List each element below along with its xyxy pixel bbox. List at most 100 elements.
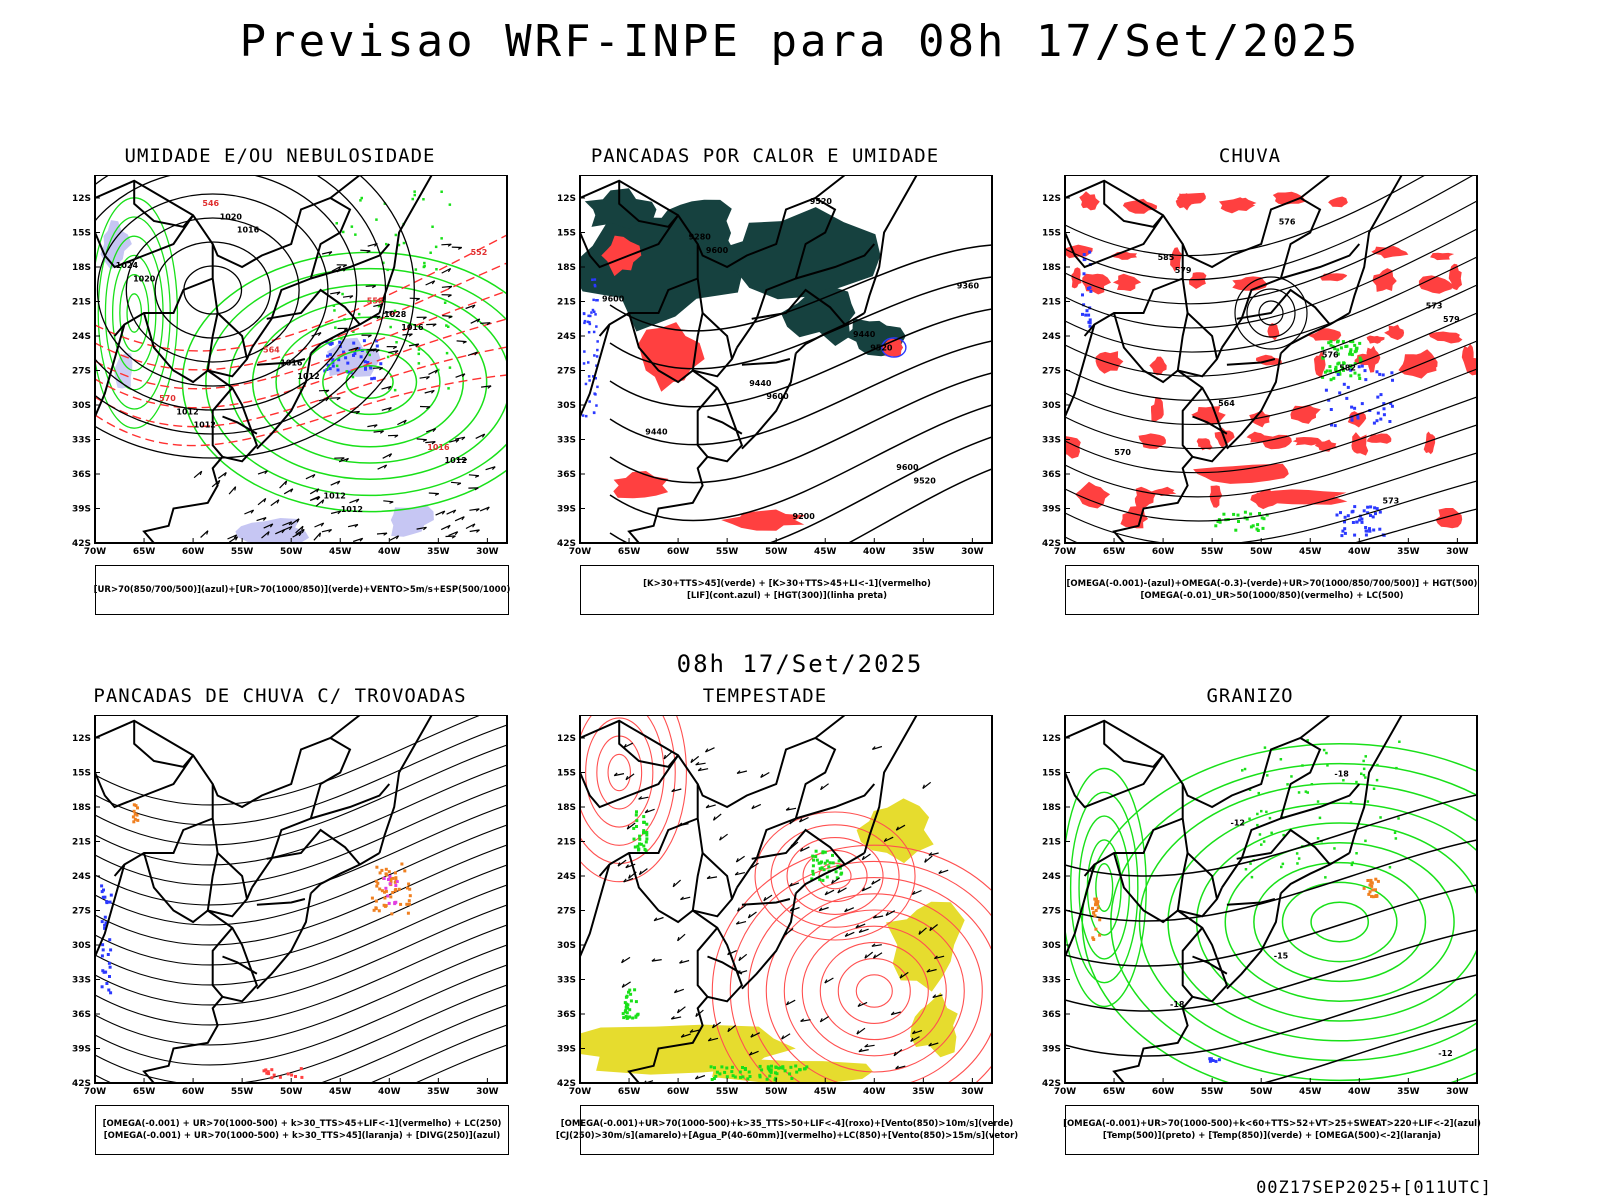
wind-vector-head (388, 453, 393, 458)
field-speck (1341, 529, 1345, 533)
contour-label: 1016 (401, 323, 424, 332)
field-area (1193, 463, 1289, 484)
lat-tick-label: 21S (1042, 838, 1061, 848)
lon-tick-label: 55W (1201, 1087, 1224, 1097)
wind-vector (227, 534, 237, 540)
field-speck (370, 377, 374, 381)
contour-line (1095, 862, 1114, 912)
field-speck (1251, 524, 1255, 528)
wind-vector (735, 872, 746, 876)
field-speck (710, 1078, 714, 1081)
streamline (1065, 284, 1477, 377)
field-speck (332, 304, 336, 307)
lon-tick-label: 40W (378, 547, 401, 557)
lat-tick-label: 33S (72, 436, 91, 446)
wind-vector (402, 333, 413, 336)
contour-line (125, 217, 300, 363)
border-line (795, 243, 876, 280)
wind-vector-head (628, 874, 631, 879)
lat-tick-label: 18S (557, 263, 576, 273)
field-speck (100, 954, 104, 958)
field-speck (1328, 365, 1332, 369)
field-speck (1241, 769, 1244, 772)
field-speck (354, 233, 357, 236)
field-speck (645, 837, 649, 841)
lat-tick-label: 12S (1042, 194, 1061, 204)
field-speck (1306, 791, 1309, 794)
lat-tick-label: 42S (1042, 539, 1061, 549)
field-speck (581, 414, 585, 417)
field-speck (642, 831, 645, 835)
field-speck (359, 355, 363, 359)
field-speck (625, 1016, 629, 1020)
field-speck (1390, 371, 1394, 375)
contour-label: 1012 (297, 372, 319, 381)
map-frame (1064, 174, 1478, 544)
field-speck (100, 890, 104, 894)
field-speck (1334, 365, 1338, 369)
border-line (1192, 955, 1228, 975)
wind-vector (388, 350, 399, 354)
border-line (1065, 214, 1164, 269)
wind-vector-head (695, 1012, 698, 1017)
wind-vector-head (670, 1015, 675, 1020)
wind-vector-head (712, 816, 716, 821)
field-speck (1098, 918, 1102, 922)
field-speck (393, 388, 397, 392)
wind-vector (479, 506, 490, 512)
wind-vector-head (481, 433, 486, 438)
field-speck (394, 876, 398, 880)
field-speck (1370, 884, 1374, 888)
streamline (414, 1044, 507, 1083)
temperature-contour (1065, 884, 1477, 967)
lat-tick-label: 27S (72, 367, 91, 377)
wind-vector (681, 1033, 691, 1038)
wind-vector-head (844, 932, 849, 937)
wind-vector (456, 340, 467, 343)
wind-vector-head (625, 775, 629, 781)
map-area: 582 579 579 576 573 570 564 576 573 585 12S 15S 18S 2… (1015, 174, 1485, 565)
wind-vector-head (837, 889, 841, 894)
wind-vector-head (355, 498, 360, 503)
field-area (1319, 273, 1348, 282)
field-speck (328, 367, 332, 371)
wind-vector-head (638, 870, 642, 875)
map-area: 12S 15S 18S 21S 24S 27S 30S 33S 36S 39S 42S 70W 65W 6… (45, 714, 515, 1105)
wind-vector-head (336, 291, 341, 296)
legend-box: [OMEGA(-0.001)+UR>70(1000-500)+k<60+TTS>… (1063, 1105, 1481, 1155)
field-speck (1256, 812, 1259, 816)
contour-label: 1012 (324, 492, 346, 501)
wind-vector (705, 747, 715, 753)
lat-tick-label: 30S (557, 401, 576, 411)
field-speck (588, 400, 591, 403)
wind-vector (750, 1032, 760, 1038)
wind-vector-head (617, 862, 621, 867)
contour-label: 1028 (384, 310, 407, 319)
wind-vector (934, 955, 945, 960)
lon-tick-label: 60W (182, 1087, 205, 1097)
wind-vector-head (697, 767, 702, 772)
field-speck (1244, 868, 1248, 871)
field-speck (1336, 352, 1340, 356)
contour-label: 1016 (280, 359, 303, 368)
field-speck (1321, 356, 1325, 360)
wind-vector (861, 853, 871, 861)
field-speck (331, 364, 335, 368)
legend-line: [OMEGA(-0.001) + UR>70(1000-500) + k>30_… (103, 1131, 501, 1141)
field-area (1175, 193, 1193, 211)
panel-tempestade: TEMPESTADE 12S 15S 18S 21S 24S 27S 30S 33S 36S 39S… (530, 685, 1018, 1185)
wind-vector (789, 906, 800, 912)
wind-vector-head (463, 458, 468, 462)
wind-vector (926, 968, 937, 973)
lon-tick-label: 65W (133, 1087, 156, 1097)
wind-vector-head (719, 836, 722, 841)
field-speck (1211, 1059, 1215, 1062)
wind-vector-head (457, 482, 462, 486)
field-speck (645, 833, 649, 837)
wind-vector-head (735, 920, 740, 925)
field-speck (1338, 372, 1342, 376)
wind-vector (365, 285, 376, 287)
contour-label: 9520 (810, 197, 833, 206)
field-speck (1364, 839, 1367, 843)
